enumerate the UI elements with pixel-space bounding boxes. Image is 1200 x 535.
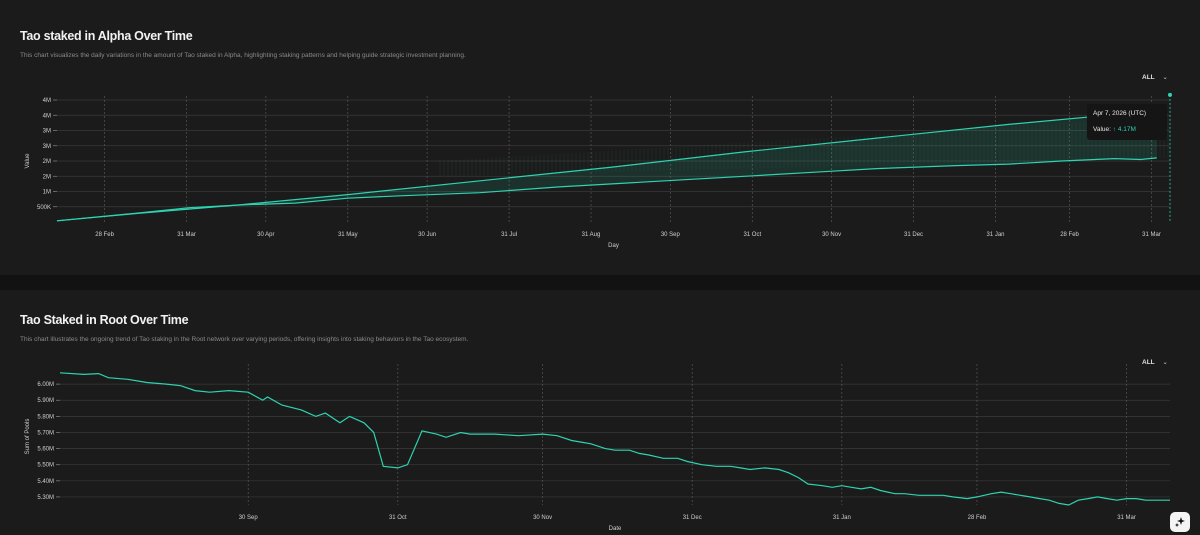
alpha-line-chart: 4M 4M 3M 3M 2M 2M 1M 500K 28 Feb 31 Mar 30 Apr 31 M… xyxy=(25,92,1172,249)
root-range-label: ALL xyxy=(1142,359,1155,366)
hover-point xyxy=(1168,92,1172,97)
alpha-band-area xyxy=(57,109,1157,221)
x-tick-label: 30 Jun xyxy=(418,232,436,238)
x-tick-label: 30 Sep xyxy=(239,515,259,521)
y-axis-label: Value xyxy=(25,153,31,169)
x-tick-label: 30 Apr xyxy=(257,232,274,238)
y-tick-label: 3M xyxy=(43,129,51,135)
alpha-range-label: ALL xyxy=(1142,74,1155,81)
alpha-tooltip: Apr 7, 2026 (UTC) Value: ↑ 4.17M xyxy=(1087,104,1167,140)
y-axis-label: Sum of Pools xyxy=(25,419,31,455)
x-tick-label: 30 Sep xyxy=(661,232,681,238)
x-tick-label: 31 Oct xyxy=(389,515,407,521)
x-tick-label: 31 Aug xyxy=(582,232,601,238)
y-tick-label: 5.60M xyxy=(37,447,54,453)
y-tick-label: 5.40M xyxy=(37,479,54,485)
alpha-stake-card: Tao staked in Alpha Over Time This chart… xyxy=(20,29,1172,249)
sparkle-icon xyxy=(1175,517,1185,527)
x-tick-label: 30 Nov xyxy=(822,232,841,238)
alpha-series-line-upper xyxy=(56,108,1157,222)
x-tick-label: 31 Jul xyxy=(501,232,517,238)
x-tick-label: 28 Feb xyxy=(1060,232,1079,238)
ai-assistant-button[interactable] xyxy=(1170,512,1190,532)
x-tick-label: 28 Feb xyxy=(968,515,987,521)
y-tick-label: 3M xyxy=(43,144,51,150)
y-tick-label: 5.90M xyxy=(37,398,54,404)
y-tick-label: 2M xyxy=(43,174,51,180)
tooltip-value: Value: ↑ 4.17M xyxy=(1093,126,1136,133)
alpha-series-line-lower xyxy=(56,157,1157,222)
tooltip-value-label: Value: xyxy=(1093,126,1111,133)
tooltip-value-number: ↑ 4.17M xyxy=(1112,126,1136,133)
y-tick-label: 5.70M xyxy=(37,430,54,436)
y-tick-label: 5.80M xyxy=(37,414,54,420)
x-tick-label: 31 Dec xyxy=(683,515,702,521)
y-tick-label: 500K xyxy=(37,205,51,211)
root-line-chart: 6.00M 5.90M 5.80M 5.70M 5.60M 5.50M 5.40M 5.30M… xyxy=(25,364,1170,532)
root-chart-title: Tao Staked in Root Over Time xyxy=(20,313,189,327)
root-series-line xyxy=(59,372,1170,506)
root-stake-card: Tao Staked in Root Over Time This chart … xyxy=(0,290,1200,535)
x-tick-label: 30 Nov xyxy=(533,515,552,521)
x-axis-label: Day xyxy=(608,243,619,249)
alpha-chart-title: Tao staked in Alpha Over Time xyxy=(20,29,193,43)
x-axis-label: Date xyxy=(609,526,622,532)
chevron-down-icon: ⌄ xyxy=(1162,360,1168,366)
x-tick-label: 31 Oct xyxy=(743,232,761,238)
y-tick-label: 2M xyxy=(43,159,51,165)
tooltip-date: Apr 7, 2026 (UTC) xyxy=(1093,110,1147,117)
alpha-chart-description: This chart visualizes the daily variatio… xyxy=(20,52,466,59)
y-tick-label: 5.50M xyxy=(37,463,54,469)
x-tick-label: 31 Mar xyxy=(1117,515,1136,521)
alpha-range-select[interactable]: ALL ⌄ xyxy=(1142,74,1168,81)
x-tick-label: 31 Jan xyxy=(833,515,851,521)
x-tick-label: 31 Jan xyxy=(987,232,1005,238)
y-tick-label: 4M xyxy=(43,113,51,119)
root-chart-description: This chart illustrates the ongoing trend… xyxy=(20,336,469,343)
y-tick-label: 1M xyxy=(43,190,51,196)
x-tick-label: 31 Dec xyxy=(904,232,923,238)
x-tick-label: 31 May xyxy=(338,232,358,238)
root-range-select[interactable]: ALL ⌄ xyxy=(1142,359,1168,366)
x-tick-label: 28 Feb xyxy=(95,232,114,238)
y-tick-label: 5.30M xyxy=(37,495,54,501)
x-tick-label: 31 Mar xyxy=(177,232,196,238)
chevron-down-icon: ⌄ xyxy=(1162,75,1168,81)
y-tick-label: 4M xyxy=(43,98,51,104)
y-tick-label: 6.00M xyxy=(37,382,54,388)
x-tick-label: 31 Mar xyxy=(1142,232,1161,238)
